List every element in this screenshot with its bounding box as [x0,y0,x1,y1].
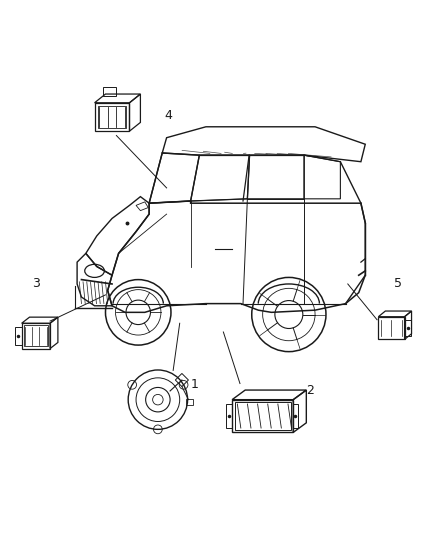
Text: 5: 5 [394,278,402,290]
Text: 3: 3 [32,278,39,290]
Text: 1: 1 [191,378,198,391]
Text: 4: 4 [164,109,172,123]
Text: 2: 2 [306,384,314,398]
